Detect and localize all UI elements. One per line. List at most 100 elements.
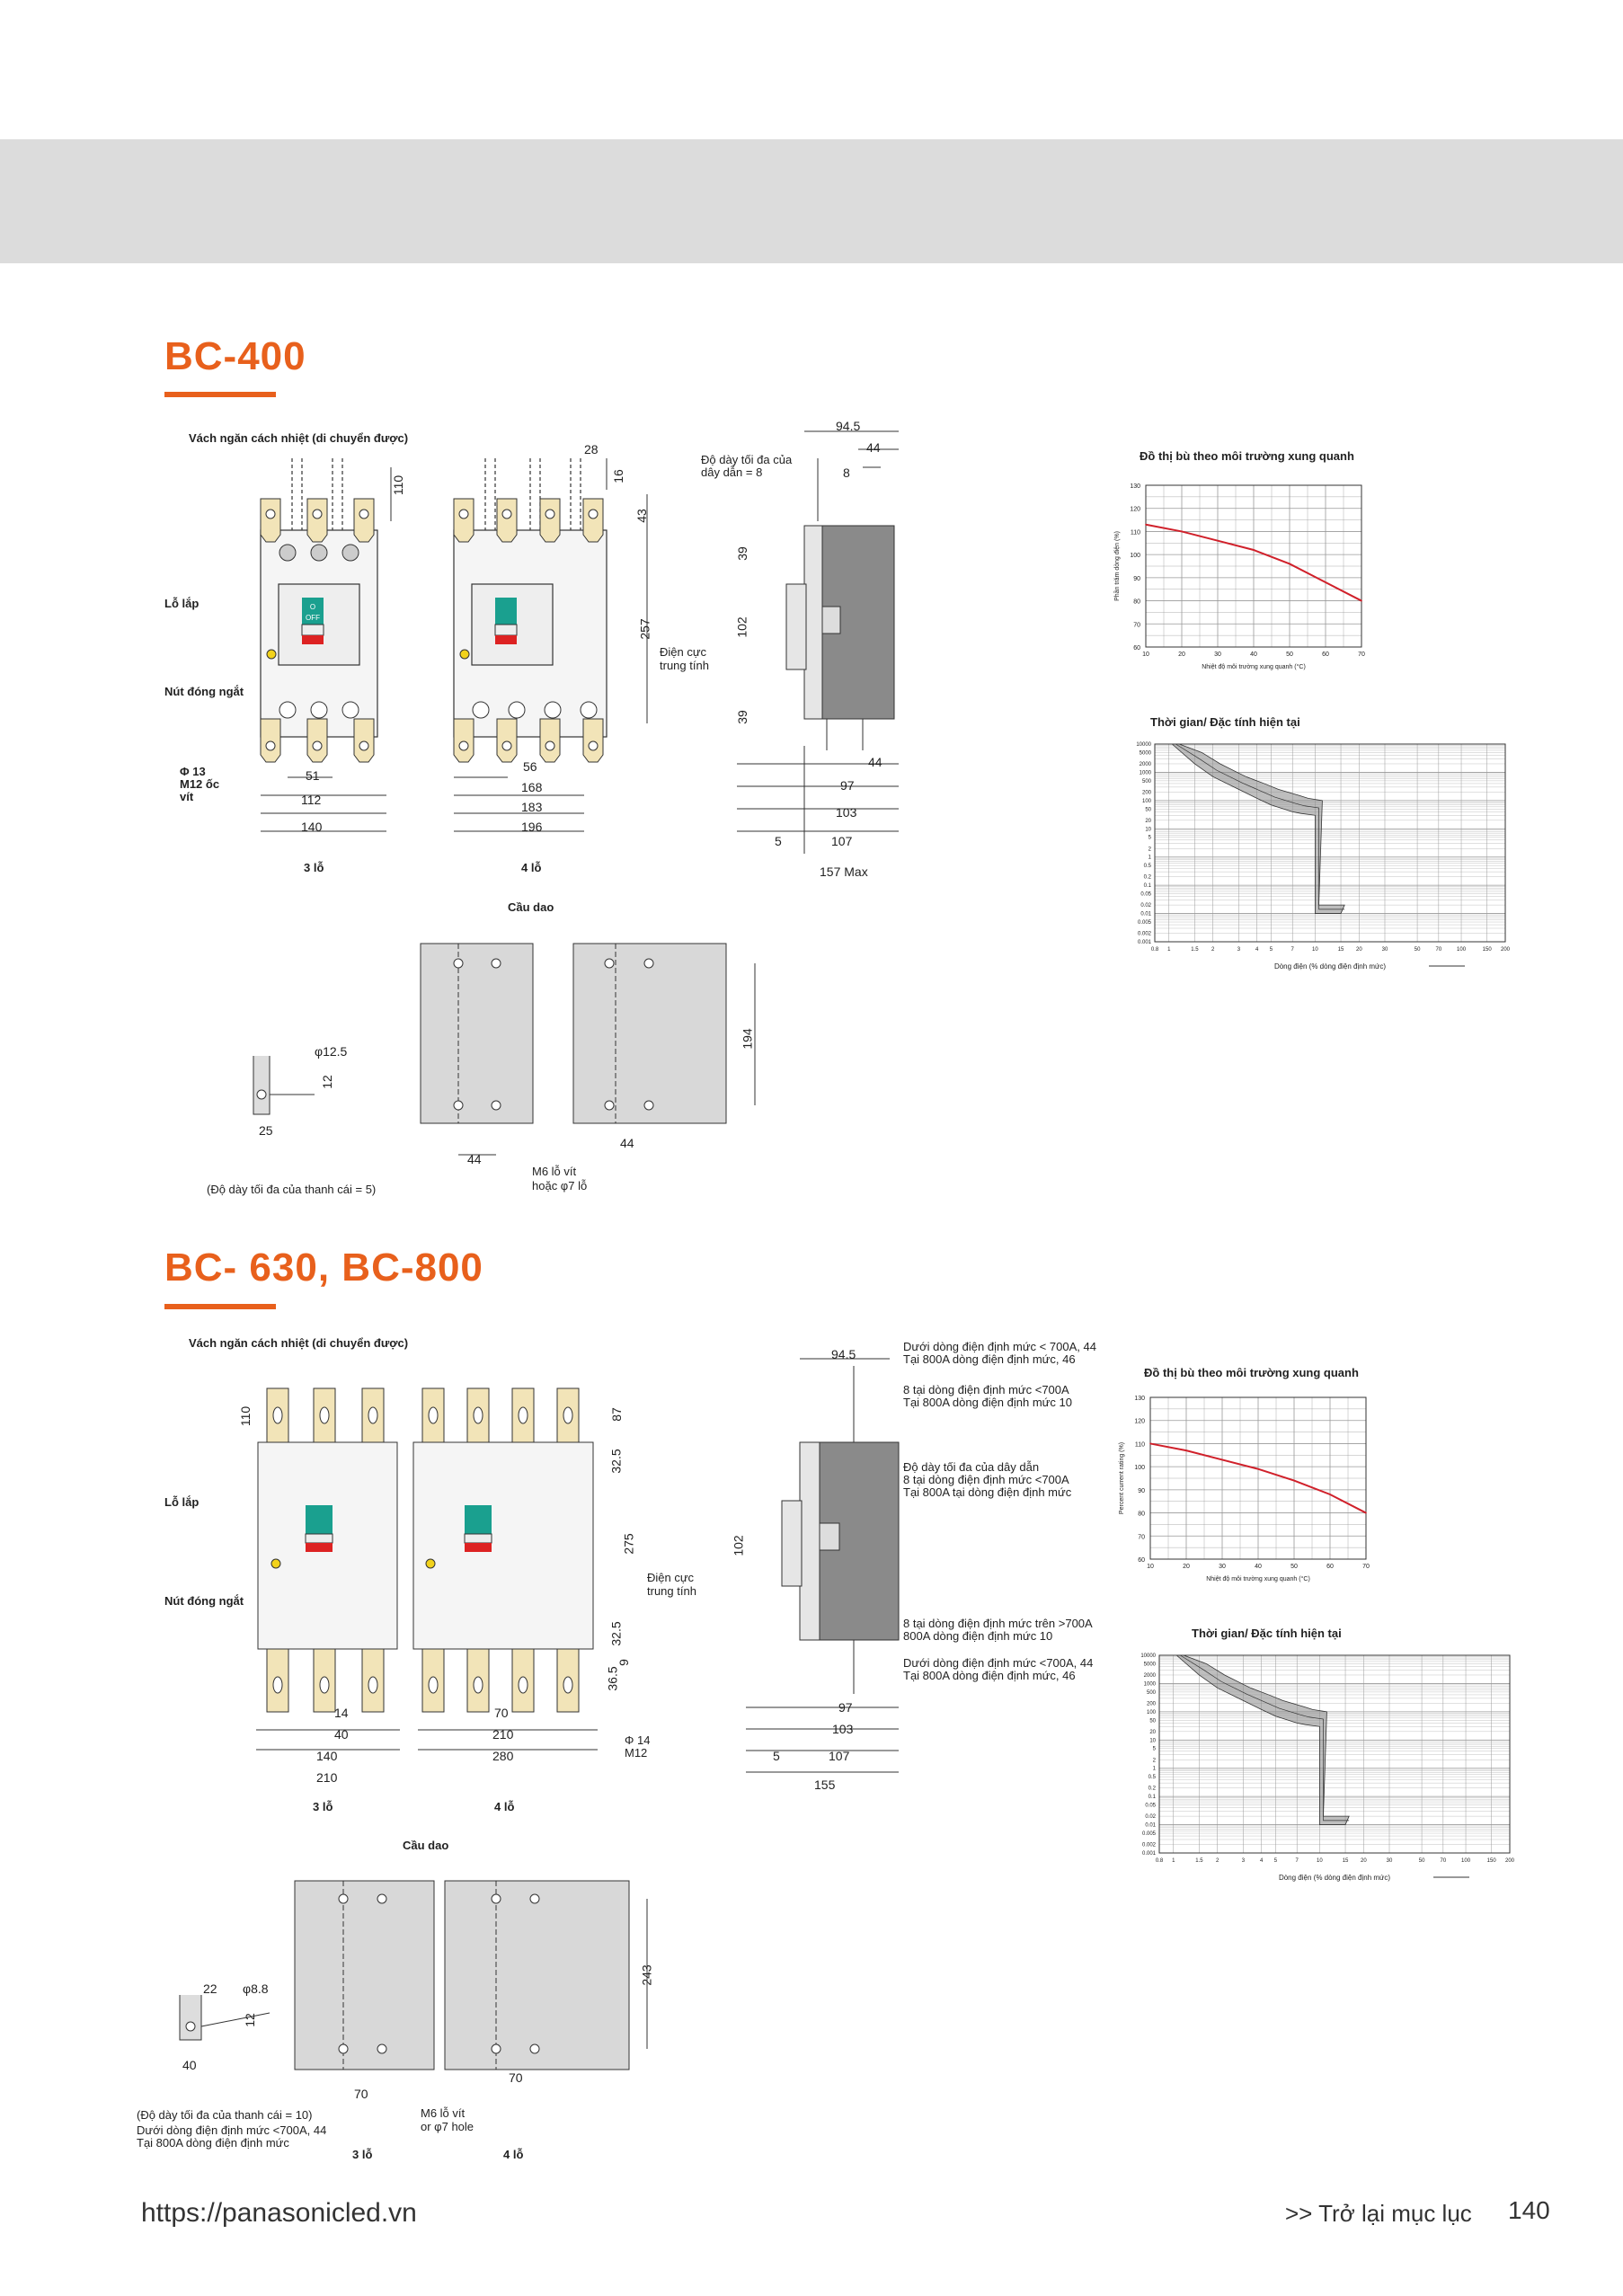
busbar-note-2b: Dưới dòng điện định mức <700A, 44 Tại 80…	[137, 2123, 327, 2150]
x-tick-label: 150	[1487, 1858, 1497, 1864]
x-tick-label: 1	[1172, 1858, 1175, 1864]
dim-103-b: 103	[832, 1722, 854, 1736]
x-axis-label: Nhiệt độ môi trường xung quanh (°C)	[1202, 663, 1306, 670]
data-point	[1181, 530, 1183, 533]
breaker-630-drawing	[256, 1387, 598, 1751]
dim-107: 107	[831, 834, 853, 848]
x-tick-label: 70	[1362, 1564, 1370, 1570]
y-tick-label: 10	[1145, 827, 1151, 832]
x-tick-label: 2	[1211, 947, 1215, 953]
y-tick-label: 0.01	[1140, 912, 1151, 918]
y-tick-label: 20	[1149, 1730, 1156, 1735]
plot-frame	[1149, 1396, 1367, 1560]
x-tick-label: 1.5	[1191, 947, 1199, 953]
dim-257: 257	[637, 618, 652, 640]
y-tick-label: 10000	[1136, 742, 1151, 748]
x-tick-label: 5	[1270, 947, 1273, 953]
dim-140-b: 140	[316, 1749, 338, 1763]
x-tick-label: 15	[1343, 1858, 1349, 1864]
dim-183: 183	[521, 800, 543, 814]
dim-14: 14	[334, 1706, 349, 1720]
x-tick-label: 100	[1461, 1858, 1471, 1864]
side-view-630	[746, 1358, 900, 1773]
x-tick-label: 3	[1237, 947, 1241, 953]
trip-band	[1175, 1654, 1350, 1825]
pole3-label: 3 lỗ	[304, 861, 324, 874]
footer-url[interactable]: https://panasonicled.vn	[141, 2198, 417, 2228]
section-underline-2	[164, 1304, 276, 1309]
cutout-label-2: Cầu dao	[403, 1839, 449, 1852]
dim-94-5: 94.5	[836, 419, 861, 433]
y-tick-label: 0.05	[1140, 892, 1151, 898]
y-tick-label: 0.002	[1138, 932, 1152, 937]
x-tick-label: 0.8	[1156, 1858, 1164, 1864]
dim-40: 40	[334, 1727, 349, 1742]
note-a: Dưới dòng điện định mức < 700A, 44 Tại 8…	[903, 1340, 1096, 1366]
y-tick-label: 0.002	[1142, 1843, 1157, 1848]
y-tick-label: 0.05	[1145, 1804, 1156, 1809]
y-tick-label: 0.1	[1144, 883, 1152, 889]
y-tick-label: 0.01	[1145, 1823, 1156, 1829]
breaker-3pole-drawing: O OFF	[260, 458, 378, 763]
y-tick-label: 0.001	[1142, 1851, 1157, 1857]
y-tick-label: 5000	[1140, 750, 1152, 756]
dim-140: 140	[301, 820, 323, 834]
plot-frame	[1158, 1654, 1511, 1854]
x-tick-label: 60	[1326, 1564, 1334, 1570]
x-tick-label: 100	[1457, 947, 1467, 953]
busbar-detail-630	[179, 1995, 270, 2041]
trip-button-label: Nút đóng ngắt	[164, 685, 244, 698]
y-tick-label: 0.2	[1144, 875, 1152, 881]
y-tick-label: 90	[1133, 576, 1140, 582]
x-tick-label: 4	[1255, 947, 1259, 953]
dim-43: 43	[634, 509, 649, 523]
dim-70b: 70	[509, 2070, 523, 2085]
note-d: 8 tại dòng điện định mức trên >700A 800A…	[903, 1617, 1093, 1643]
pole3-label-2: 3 lỗ	[313, 1800, 333, 1813]
dim-155: 155	[814, 1777, 836, 1792]
y-tick-label: 2	[1153, 1758, 1157, 1763]
band-centerline	[1175, 743, 1345, 910]
x-tick-label: 10	[1312, 947, 1318, 953]
dim-194: 194	[740, 1028, 755, 1050]
note-c: Độ dày tối đa của dây dẫn 8 tại dòng điệ…	[903, 1460, 1072, 1499]
dim-8: 8	[843, 465, 850, 480]
dim-97: 97	[840, 778, 855, 793]
section-title-bc630: BC- 630, BC-800	[164, 1246, 483, 1290]
back-to-contents-link[interactable]: >> Trở lại mục lục	[1285, 2200, 1472, 2227]
svg-text:OFF: OFF	[306, 614, 320, 622]
x-tick-label: 20	[1361, 1858, 1367, 1864]
dimension-lines-front	[261, 458, 648, 832]
x-tick-label: 10	[1142, 652, 1149, 658]
y-tick-label: 2000	[1140, 762, 1152, 767]
x-tick-label: 20	[1178, 652, 1185, 658]
x-tick-label: 50	[1419, 1858, 1425, 1864]
y-tick-label: 20	[1145, 819, 1151, 824]
dim-9: 9	[616, 1659, 631, 1666]
dim-87: 87	[608, 1407, 624, 1422]
note-e: Dưới dòng điện định mức <700A, 44 Tại 80…	[903, 1656, 1094, 1682]
y-tick-label: 130	[1134, 1396, 1145, 1402]
data-point	[1289, 563, 1290, 565]
y-tick-label: 100	[1130, 553, 1140, 559]
y-tick-label: 1	[1153, 1767, 1157, 1772]
x-tick-label: 7	[1296, 1858, 1299, 1864]
side-view-drawing	[737, 430, 899, 854]
x-tick-label: 150	[1483, 947, 1493, 953]
x-tick-label: 30	[1219, 1564, 1226, 1570]
dim-210b: 210	[492, 1727, 514, 1742]
x-tick-label: 70	[1358, 652, 1365, 658]
x-tick-label: 40	[1255, 1564, 1262, 1570]
note-b: 8 tại dòng điện định mức <700A Tại 800A …	[903, 1383, 1072, 1409]
page-number: 140	[1508, 2196, 1550, 2224]
max-cable-label: Độ dày tối đa của dây dẫn = 8	[701, 453, 793, 479]
dim-102: 102	[734, 616, 749, 638]
dim-107-b: 107	[829, 1749, 850, 1763]
neutral-label-2: Điện cực trung tính	[647, 1571, 696, 1598]
y-tick-label: 50	[1145, 807, 1151, 812]
dim-70a: 70	[354, 2087, 368, 2101]
y-tick-label: 0.5	[1144, 864, 1152, 869]
data-point	[1329, 1494, 1331, 1495]
x-tick-label: 2	[1216, 1858, 1219, 1864]
